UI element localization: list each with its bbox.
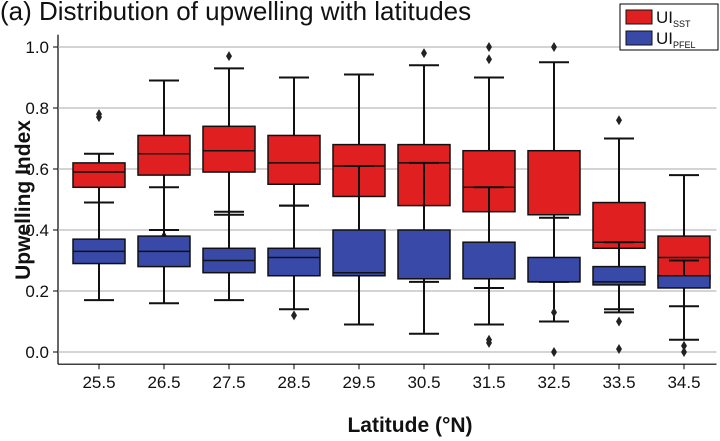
- y-tick-label: 0.8: [25, 99, 49, 118]
- x-tick-label: 27.5: [212, 373, 245, 392]
- y-axis-label: Upwelling Index: [12, 120, 35, 280]
- chart-title: (a) Distribution of upwelling with latit…: [0, 0, 471, 26]
- x-tick-label: 34.5: [667, 373, 700, 392]
- outlier: [226, 51, 232, 62]
- x-tick-label: 25.5: [82, 373, 115, 392]
- box: [462, 241, 516, 280]
- y-tick-label: 0.6: [25, 160, 49, 179]
- legend-name: UI: [656, 29, 673, 48]
- x-tick-label: 31.5: [472, 373, 505, 392]
- box: [202, 125, 256, 173]
- x-tick-label: 28.5: [277, 373, 310, 392]
- outlier: [681, 340, 687, 351]
- x-tick-label: 32.5: [537, 373, 570, 392]
- outlier: [616, 343, 622, 354]
- outlier: [551, 307, 557, 318]
- legend-swatch: [625, 30, 653, 46]
- legend-label: UIPFEL: [656, 29, 696, 50]
- outlier: [96, 112, 102, 123]
- y-tick-label: 0.4: [25, 221, 49, 240]
- box: [527, 256, 581, 283]
- outlier: [486, 54, 492, 65]
- y-tick-label: 0.0: [25, 343, 49, 362]
- box: [137, 134, 191, 176]
- box: [397, 229, 451, 280]
- legend-label: UISST: [656, 8, 691, 29]
- x-tick-label: 30.5: [407, 373, 440, 392]
- outlier: [551, 42, 557, 52]
- outlier: [681, 347, 687, 357]
- x-tick-label: 29.5: [342, 373, 375, 392]
- x-tick-label: 26.5: [147, 373, 180, 392]
- outlier: [551, 347, 557, 357]
- outlier: [486, 334, 492, 345]
- box: [332, 229, 386, 277]
- box: [592, 201, 646, 250]
- box: [267, 247, 321, 277]
- legend-swatch: [625, 9, 653, 25]
- y-tick-label: 1.0: [25, 38, 49, 57]
- box: [657, 275, 711, 289]
- legend-subscript: PFEL: [673, 40, 696, 50]
- box: [592, 265, 646, 286]
- x-axis-label: Latitude (°N): [347, 414, 472, 437]
- box: [267, 134, 321, 185]
- box: [527, 149, 581, 216]
- x-tick-label: 33.5: [602, 373, 635, 392]
- outlier: [616, 115, 622, 126]
- legend-name: UI: [656, 8, 673, 27]
- outlier: [291, 310, 297, 321]
- outlier: [616, 316, 622, 327]
- outlier: [421, 48, 427, 59]
- box: [72, 162, 126, 189]
- y-tick-label: 0.2: [25, 282, 49, 301]
- outlier: [486, 42, 492, 52]
- legend-subscript: SST: [673, 19, 691, 29]
